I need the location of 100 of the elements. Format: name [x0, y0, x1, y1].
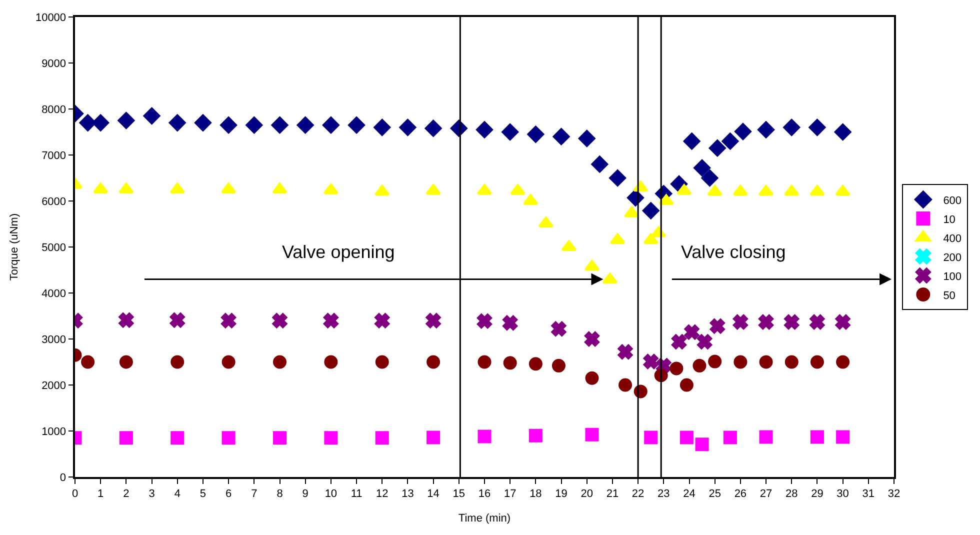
legend-label: 600	[943, 194, 962, 207]
x-tick-label: 19	[555, 488, 568, 500]
point	[709, 140, 726, 156]
x-tick-label: 30	[836, 488, 849, 500]
y-tick-label: 0	[60, 472, 66, 484]
x-tick-label: 23	[658, 488, 670, 500]
point	[374, 313, 390, 328]
point	[835, 314, 850, 330]
x-tick-label: 6	[225, 488, 232, 500]
y-tick-label: 7000	[42, 150, 66, 162]
point	[538, 216, 554, 228]
point	[758, 314, 774, 330]
point	[170, 312, 185, 328]
point	[692, 358, 706, 372]
point	[324, 431, 338, 445]
point	[759, 430, 773, 444]
point	[79, 114, 96, 132]
point	[734, 123, 752, 140]
x-tick-label: 32	[888, 488, 900, 500]
point	[784, 185, 800, 196]
point	[168, 114, 186, 132]
point	[477, 314, 492, 329]
y-tick-label: 10000	[35, 12, 66, 24]
point	[273, 355, 286, 369]
point	[810, 355, 824, 369]
y-tick-label: 5000	[42, 242, 66, 254]
point	[732, 314, 748, 330]
point	[272, 182, 288, 194]
x-tick-label: 7	[251, 488, 258, 500]
x-tick-label: 31	[862, 488, 875, 500]
x-axis-title: Time (min)	[458, 512, 511, 525]
point	[722, 132, 739, 150]
point	[643, 354, 658, 370]
point	[323, 313, 338, 328]
point	[426, 313, 441, 328]
point	[503, 356, 517, 370]
x-tick-label: 25	[708, 488, 721, 500]
x-tick-label: 21	[606, 488, 619, 500]
point	[273, 431, 286, 445]
point	[322, 116, 340, 134]
point	[836, 355, 850, 369]
point	[672, 334, 686, 350]
point	[585, 428, 599, 442]
point	[118, 112, 135, 129]
point	[476, 121, 493, 138]
point	[118, 312, 134, 328]
point	[478, 430, 492, 444]
point	[836, 430, 850, 444]
x-tick-label: 24	[683, 488, 696, 500]
point	[808, 119, 826, 136]
point	[643, 233, 658, 244]
x-tick-label: 13	[402, 488, 414, 500]
point	[783, 119, 800, 136]
point	[221, 313, 236, 328]
point	[426, 355, 440, 369]
point	[552, 128, 570, 145]
y-tick-label: 2000	[42, 380, 66, 392]
point	[551, 321, 566, 336]
point	[695, 438, 709, 452]
point	[810, 430, 824, 444]
point	[81, 355, 95, 369]
point	[170, 355, 184, 369]
x-tick-label: 27	[760, 488, 772, 500]
x-tick-label: 8	[276, 488, 283, 500]
point	[170, 431, 184, 445]
point	[119, 431, 133, 445]
point	[723, 430, 737, 444]
x-tick-label: 9	[302, 488, 308, 500]
point	[697, 334, 712, 350]
point	[348, 116, 365, 134]
y-tick-label: 4000	[42, 288, 66, 300]
x-tick-label: 17	[504, 488, 516, 500]
point	[552, 358, 566, 372]
point	[220, 116, 237, 134]
point	[734, 355, 748, 369]
point	[591, 156, 608, 173]
x-tick-label: 4	[174, 488, 180, 500]
point	[701, 170, 718, 186]
point	[784, 355, 798, 369]
point	[527, 126, 544, 143]
point	[222, 355, 236, 369]
x-tick-label: 5	[200, 488, 206, 500]
point	[707, 185, 722, 196]
point	[296, 116, 314, 134]
point	[246, 116, 263, 134]
point	[426, 184, 441, 195]
point	[684, 324, 700, 340]
point	[683, 132, 700, 150]
point	[374, 185, 390, 196]
point	[676, 184, 692, 195]
point	[810, 185, 825, 196]
x-tick-label: 0	[72, 488, 78, 500]
x-tick-label: 1	[98, 488, 104, 500]
point	[642, 202, 660, 220]
point	[644, 430, 658, 444]
point	[585, 371, 599, 385]
point	[680, 378, 694, 392]
y-tick-label: 9000	[42, 58, 66, 70]
point	[694, 159, 710, 176]
x-tick-label: 18	[530, 488, 542, 500]
